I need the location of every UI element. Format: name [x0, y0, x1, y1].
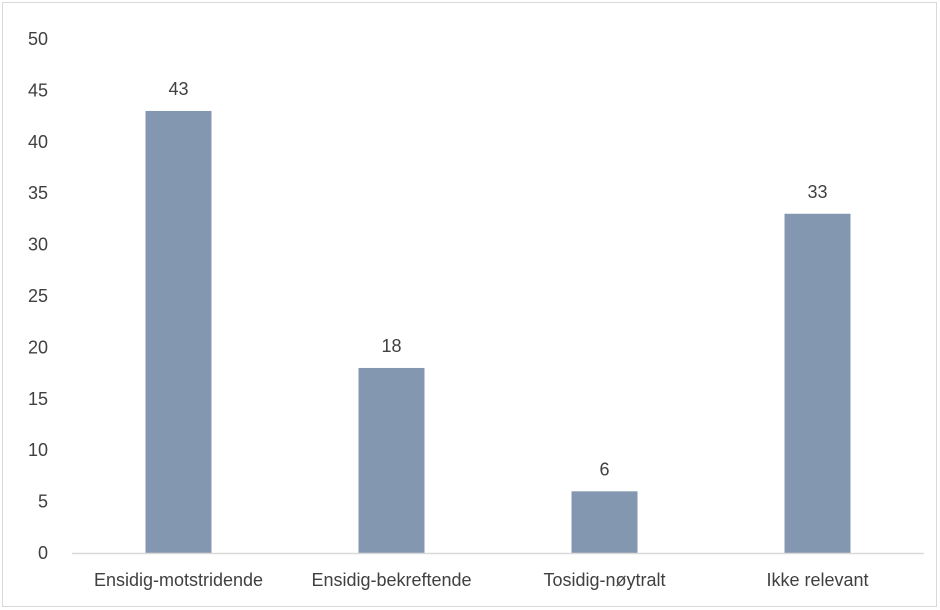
bars [145, 110, 851, 554]
x-tick-label: Tosidig-nøytralt [543, 570, 665, 590]
y-axis-ticks: 0 5 10 15 20 25 30 35 40 45 50 [28, 29, 48, 563]
x-tick-label: Ensidig-bekreftende [311, 570, 471, 590]
y-tick-label: 40 [28, 132, 48, 152]
y-tick-label: 30 [28, 235, 48, 255]
y-tick-label: 35 [28, 183, 48, 203]
y-tick-label: 50 [28, 29, 48, 49]
data-label: 6 [599, 459, 609, 479]
y-tick-label: 10 [28, 440, 48, 460]
bar [784, 213, 851, 553]
bar [358, 367, 425, 553]
bar [571, 491, 638, 553]
y-tick-label: 0 [38, 543, 48, 563]
data-label: 18 [381, 336, 401, 356]
data-labels: 43 18 6 33 [168, 79, 827, 479]
y-tick-label: 45 [28, 80, 48, 100]
x-axis-category-labels: Ensidig-motstridende Ensidig-bekreftende T… [94, 570, 869, 590]
bar [145, 110, 212, 554]
x-tick-label: Ikke relevant [766, 570, 868, 590]
y-tick-label: 25 [28, 286, 48, 306]
y-tick-label: 15 [28, 389, 48, 409]
data-label: 43 [168, 79, 188, 99]
y-tick-label: 5 [38, 492, 48, 512]
x-tick-label: Ensidig-motstridende [94, 570, 263, 590]
data-label: 33 [807, 182, 827, 202]
y-tick-label: 20 [28, 337, 48, 357]
